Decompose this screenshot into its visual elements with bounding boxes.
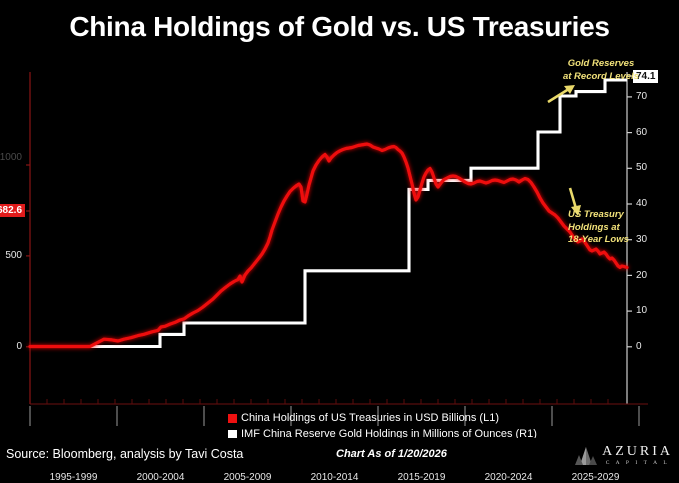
- chart-legend: China Holdings of US Treasuries in USD B…: [228, 410, 537, 442]
- right-axis-tick-70: 70: [636, 91, 648, 102]
- azuria-logo-name: AZURIA: [602, 444, 673, 459]
- legend-label-gold: IMF China Reserve Gold Holdings in Milli…: [241, 428, 537, 440]
- right-axis-tick-40: 40: [636, 198, 648, 209]
- series-line-treasuries: [28, 142, 629, 349]
- source-text: Source: Bloomberg, analysis by Tavi Cost…: [6, 447, 244, 461]
- right-axis-ticks: [627, 75, 632, 348]
- annotation-gold-reserves: Gold Reserves at Record Levels: [551, 58, 651, 83]
- annotation-gold-line1: Gold Reserves: [567, 58, 635, 69]
- annotation-arrow-gold: [547, 85, 575, 104]
- right-axis-tick-10: 10: [636, 305, 648, 316]
- azuria-logo-sub: C A P I T A L: [605, 460, 670, 466]
- chart-canvas: [26, 72, 648, 426]
- mountain-logo-icon: [575, 446, 598, 465]
- right-axis-tick-0: 0: [636, 341, 642, 352]
- annotation-treasury-line2: Holdings at: [568, 221, 620, 233]
- page-title: China Holdings of Gold vs. US Treasuries: [69, 11, 610, 42]
- azuria-logo: AZURIA C A P I T A L: [575, 444, 673, 467]
- annotation-arrow-treasuries: [568, 187, 581, 216]
- legend-swatch-red-icon: [228, 413, 237, 423]
- x-axis-label-2015-2019: 2015-2019: [397, 472, 446, 483]
- azuria-logo-text: AZURIA C A P I T A L: [602, 444, 673, 467]
- chart-title-bar: China Holdings of Gold vs. US Treasuries: [0, 0, 679, 54]
- legend-item-gold[interactable]: IMF China Reserve Gold Holdings in Milli…: [228, 426, 537, 442]
- right-axis-tick-20: 20: [636, 270, 648, 281]
- x-axis-label-2025-2029: 2025-2029: [571, 472, 620, 483]
- plot-area: 0 500 1000 682.6 0 10 20 30 40 50 60 70 …: [0, 54, 679, 483]
- annotation-treasury-line1: US Treasury: [568, 209, 624, 220]
- as-of-text: Chart As of 1/20/2026: [336, 448, 447, 460]
- x-axis-label-2000-2004: 2000-2004: [136, 472, 185, 483]
- x-axis-label-2010-2014: 2010-2014: [310, 472, 359, 483]
- x-axis-group-separators: [29, 406, 640, 426]
- legend-item-treasuries[interactable]: China Holdings of US Treasuries in USD B…: [228, 410, 537, 426]
- annotation-gold-line2: at Record Levels: [562, 70, 640, 82]
- annotation-treasury-line3: 18-Year Lows: [568, 234, 629, 245]
- right-axis-tick-30: 30: [636, 234, 648, 245]
- x-axis-label-1995-1999: 1995-1999: [49, 472, 98, 483]
- legend-swatch-white-icon: [228, 429, 237, 439]
- right-axis-value-badge: 74.1: [633, 70, 659, 83]
- left-axis-tick-1000: 1000: [0, 152, 22, 163]
- right-axis-tick-50: 50: [636, 162, 648, 173]
- series-line-gold: [30, 78, 627, 349]
- right-axis-tick-60: 60: [636, 127, 648, 138]
- left-axis-value-badge: 682.6: [0, 204, 26, 217]
- x-axis-label-2005-2009: 2005-2009: [223, 472, 272, 483]
- chart-footer: Source: Bloomberg, analysis by Tavi Cost…: [0, 438, 679, 473]
- x-axis-label-2020-2024: 2020-2024: [484, 472, 533, 483]
- annotation-treasury-lows: US Treasury Holdings at 18-Year Lows: [568, 209, 660, 247]
- left-axis-tick-500: 500: [5, 250, 22, 261]
- left-axis-tick-0: 0: [16, 341, 22, 352]
- legend-label-treasuries: China Holdings of US Treasuries in USD B…: [241, 412, 499, 424]
- x-axis-minor-ticks: [46, 399, 609, 404]
